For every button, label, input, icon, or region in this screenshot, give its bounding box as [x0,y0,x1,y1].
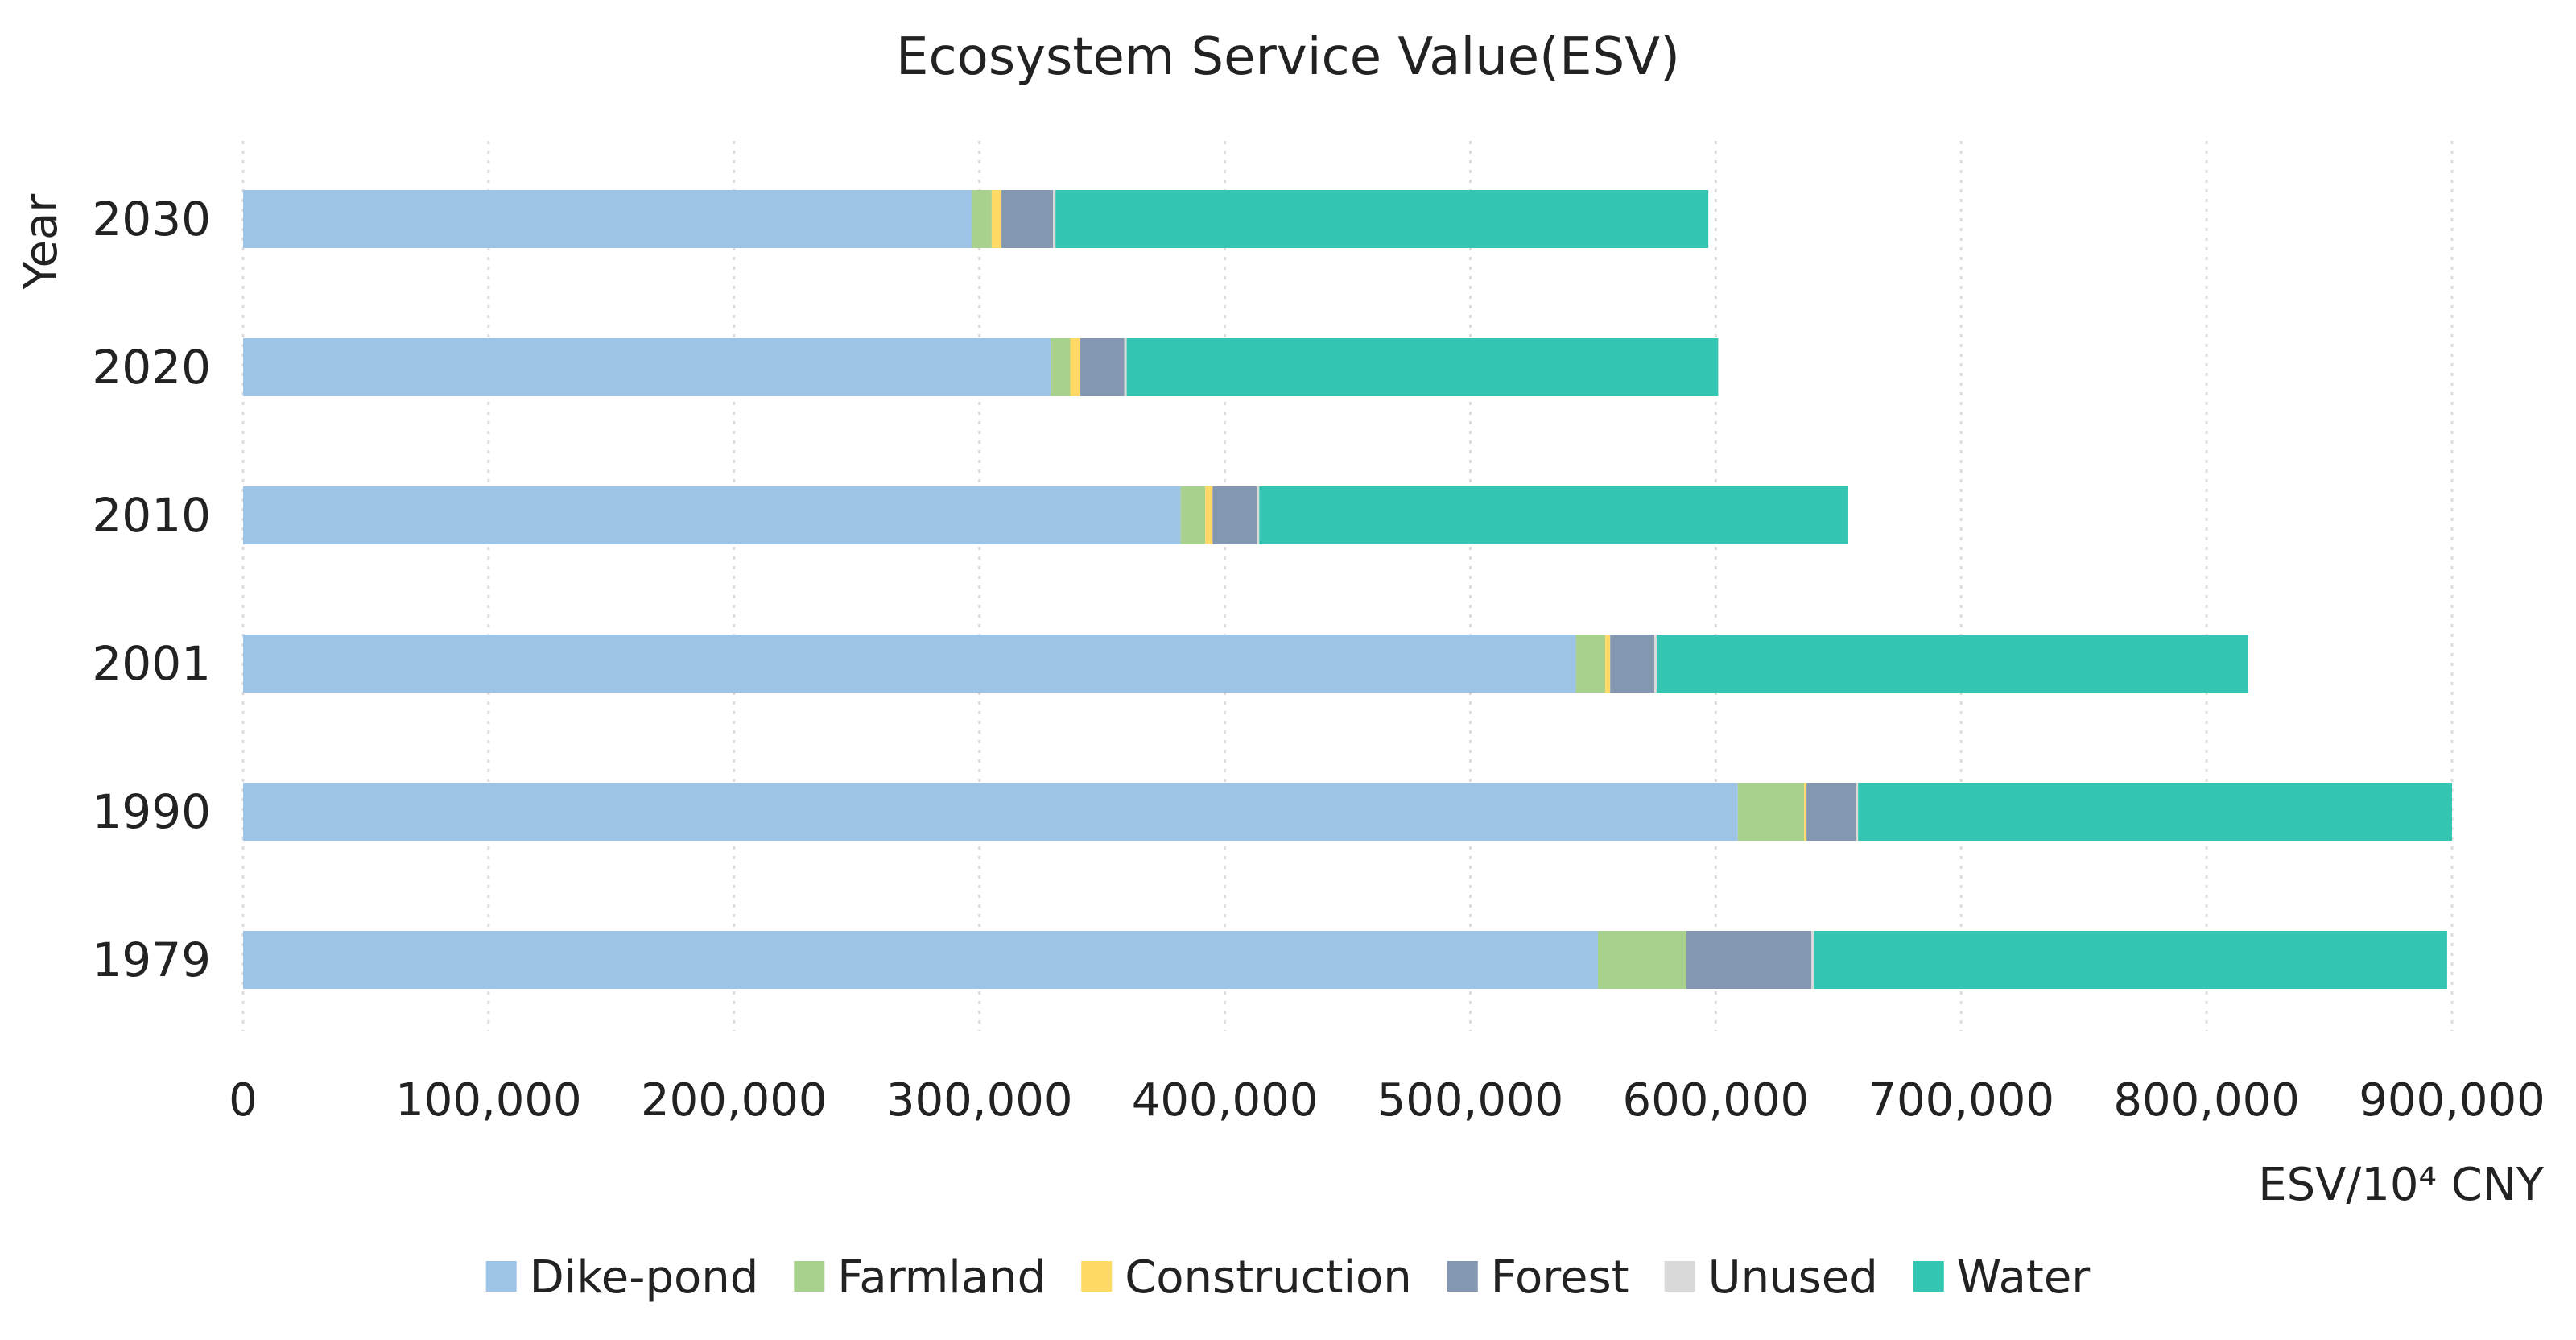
legend: Dike-pond Farmland Construction Forest Unuse… [485,1251,2091,1304]
legend-item-water: Water [1913,1251,2091,1304]
x-tick-label-9: 900,000 [2359,1074,2545,1127]
x-tick-label-7: 700,000 [1868,1074,2054,1127]
x-tick-label-6: 600,000 [1623,1074,1810,1127]
bar-2001-unused [1654,635,1657,693]
bars [243,190,2452,989]
legend-swatch-4 [1664,1261,1695,1292]
bar-2010-dike-pond [243,486,1181,544]
bar-1990-farmland [1737,783,1805,841]
bar-1990-unused [1856,783,1859,841]
year-label-2020: 2020 [92,340,211,395]
bar-2020-forest [1080,338,1125,396]
bar-2001-water [1657,635,2248,693]
bar-2010-construction [1205,486,1213,544]
bar-1990-dike-pond [243,783,1738,841]
legend-label-2: Construction [1125,1251,1412,1304]
bar-2030-forest [1001,190,1054,248]
bar-2030-unused [1053,190,1056,248]
x-tick-label-1: 100,000 [395,1074,582,1127]
bar-1990-forest [1806,783,1856,841]
bar-1990-water [1858,783,2452,841]
year-label-1979: 1979 [92,933,211,987]
legend-item-dike-pond: Dike-pond [485,1251,759,1304]
x-tick-labels: 0 100,000 200,000 300,000 400,000 500,000 600,… [229,1074,2545,1127]
bar-2001-farmland [1575,635,1606,693]
bar-2020-water [1126,338,1719,396]
legend-item-construction: Construction [1081,1251,1412,1304]
x-axis-title: ESV/10⁴ CNY [2258,1159,2545,1211]
year-labels: 2030 2020 2010 2001 1990 1979 [92,192,211,987]
bar-1979-forest [1686,931,1812,989]
year-label-2010: 2010 [92,488,211,543]
x-tick-label-8: 800,000 [2113,1074,2300,1127]
bar-1990-construction [1804,783,1807,841]
bar-2030-construction [991,190,1002,248]
x-tick-label-5: 500,000 [1377,1074,1564,1127]
legend-item-forest: Forest [1447,1251,1629,1304]
bar-2001-dike-pond [243,635,1576,693]
y-axis-title: Year [15,193,68,291]
year-label-2001: 2001 [92,636,211,691]
bar-2001-forest [1610,635,1655,693]
legend-item-unused: Unused [1664,1251,1878,1304]
legend-swatch-2 [1081,1261,1113,1292]
x-tick-label-2: 200,000 [641,1074,828,1127]
legend-swatch-5 [1913,1261,1944,1292]
legend-label-3: Forest [1491,1251,1629,1304]
bar-2010-farmland [1180,486,1206,544]
x-tick-label-4: 400,000 [1132,1074,1319,1127]
bar-2010-unused [1257,486,1260,544]
bar-2020-unused [1124,338,1127,396]
legend-swatch-3 [1447,1261,1478,1292]
year-label-2030: 2030 [92,192,211,246]
bar-1979-dike-pond [243,931,1598,989]
year-label-1990: 1990 [92,784,211,839]
bar-2030-farmland [972,190,992,248]
gridlines [242,141,2454,1031]
legend-label-1: Farmland [837,1251,1046,1304]
x-tick-label-3: 300,000 [886,1074,1073,1127]
legend-swatch-1 [794,1261,825,1292]
bar-1979-water [1814,931,2447,989]
bar-2030-water [1055,190,1709,248]
bar-1979-unused [1811,931,1814,989]
bar-2010-water [1259,486,1848,544]
legend-label-4: Unused [1708,1251,1878,1304]
bar-2010-forest [1212,486,1257,544]
x-tick-label-0: 0 [229,1074,258,1127]
bar-2020-dike-pond [243,338,1051,396]
legend-label-5: Water [1957,1251,2091,1304]
chart-title: Ecosystem Service Value(ESV) [896,27,1680,87]
legend-swatch-0 [485,1261,517,1292]
bar-1979-farmland [1597,931,1686,989]
bar-2001-construction [1605,635,1611,693]
bar-2030-dike-pond [243,190,972,248]
bar-2020-construction [1070,338,1080,396]
legend-item-farmland: Farmland [794,1251,1046,1304]
legend-label-0: Dike-pond [530,1251,759,1304]
bar-2020-farmland [1051,338,1071,396]
